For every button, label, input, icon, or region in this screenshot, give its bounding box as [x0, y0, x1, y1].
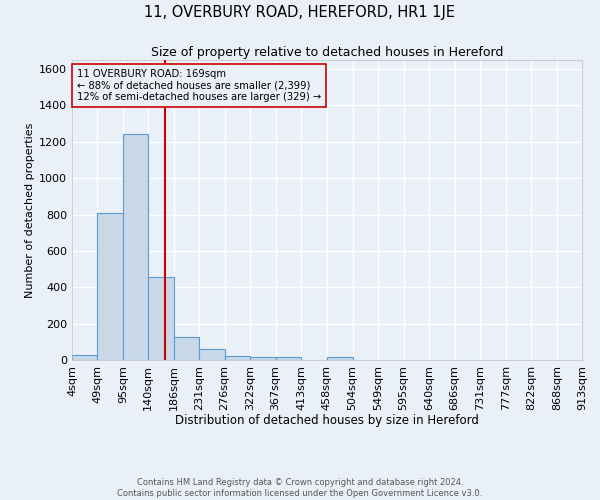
Bar: [72, 356, 97, 360]
Text: 11, OVERBURY ROAD, HEREFORD, HR1 1JE: 11, OVERBURY ROAD, HEREFORD, HR1 1JE: [145, 5, 455, 20]
Y-axis label: Number of detached properties: Number of detached properties: [25, 122, 35, 298]
Bar: [97, 212, 123, 360]
Bar: [275, 358, 301, 360]
Bar: [250, 356, 275, 360]
Bar: [174, 338, 199, 360]
X-axis label: Distribution of detached houses by size in Hereford: Distribution of detached houses by size …: [175, 414, 479, 427]
Title: Size of property relative to detached houses in Hereford: Size of property relative to detached ho…: [151, 46, 503, 59]
Text: Contains HM Land Registry data © Crown copyright and database right 2024.
Contai: Contains HM Land Registry data © Crown c…: [118, 478, 482, 498]
Bar: [327, 358, 353, 360]
Bar: [199, 349, 224, 360]
Bar: [123, 134, 148, 360]
Text: 11 OVERBURY ROAD: 169sqm
← 88% of detached houses are smaller (2,399)
12% of sem: 11 OVERBURY ROAD: 169sqm ← 88% of detach…: [77, 69, 322, 102]
Bar: [148, 278, 174, 360]
Bar: [224, 356, 250, 360]
